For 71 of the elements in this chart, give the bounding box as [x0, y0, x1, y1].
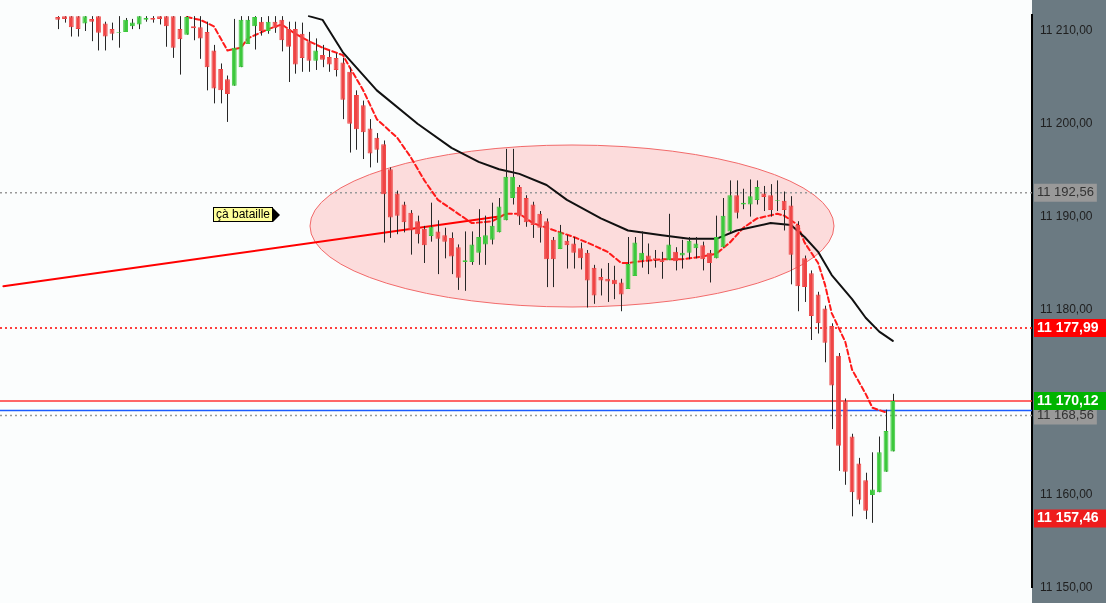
- candlestick: [197, 15, 203, 60]
- y-tick-label: 11 210,00: [1040, 23, 1093, 38]
- text: 11 157,46: [1037, 509, 1099, 526]
- y-tick-label: 11 160,00: [1040, 487, 1093, 502]
- candlestick: [449, 231, 454, 275]
- candlestick: [537, 210, 543, 244]
- y-tick-label: 11 180,00: [1040, 301, 1093, 316]
- candlestick: [659, 251, 665, 280]
- candlestick: [326, 49, 332, 73]
- candlestick: [313, 37, 319, 71]
- candlestick: [102, 21, 108, 51]
- candlestick: [333, 52, 339, 77]
- candlestick: [435, 219, 441, 275]
- candlestick: [306, 31, 312, 73]
- candlestick: [598, 268, 604, 296]
- candlestick: [673, 246, 678, 271]
- y-tick-label: 11 190,00: [1040, 208, 1093, 223]
- candlestick: [781, 191, 787, 232]
- candlestick: [618, 278, 624, 312]
- candlestick: [177, 15, 183, 76]
- candlestick: [686, 236, 692, 260]
- candlestick: [693, 236, 699, 259]
- candlestick: [469, 230, 475, 266]
- candlestick: [700, 241, 706, 271]
- text: 11 170,12: [1037, 391, 1099, 408]
- candlestick: [245, 15, 251, 45]
- candlestick: [394, 190, 400, 235]
- candlestick: [489, 202, 495, 245]
- ref-line-label: 11 168,56: [1037, 407, 1094, 423]
- ref-line-label: 11 192,56: [1037, 184, 1094, 200]
- candlestick: [374, 132, 380, 164]
- line-series: [185, 16, 888, 414]
- candlestick: [734, 179, 740, 219]
- candlestick: [96, 15, 101, 51]
- candlestick: [707, 249, 712, 283]
- y-tick-label: 11 200,00: [1040, 116, 1093, 131]
- candlestick: [666, 213, 672, 261]
- candlestick: [163, 15, 169, 48]
- candlestick: [225, 75, 230, 123]
- candlestick: [713, 215, 719, 259]
- candlestick: [483, 215, 488, 266]
- candlestick: [523, 194, 529, 228]
- y-tick-label: 11 150,00: [1040, 580, 1093, 595]
- ref-line-label: 11 177,99: [1037, 318, 1099, 335]
- candlestick: [679, 239, 685, 270]
- candlestick: [605, 262, 611, 303]
- candlestick: [89, 15, 95, 42]
- candlestick: [639, 230, 645, 269]
- candlestick: [408, 209, 414, 256]
- candlestick: [218, 62, 224, 104]
- candlestick: [279, 15, 285, 52]
- candlestick: [286, 21, 291, 83]
- candlestick: [550, 236, 556, 288]
- candlestick: [747, 178, 753, 218]
- candlestick: [299, 22, 305, 73]
- candlestick: [476, 208, 482, 266]
- candlestick: [578, 242, 583, 270]
- candlestick: [442, 227, 448, 259]
- candlestick: [768, 183, 774, 218]
- candlestick: [761, 185, 767, 212]
- candlestick: [252, 15, 258, 51]
- candlestick: [415, 215, 420, 244]
- candlestick: [428, 202, 434, 243]
- candlestick: [510, 148, 516, 206]
- candlestick: [421, 225, 427, 264]
- annotation: çà bataille: [213, 207, 274, 222]
- candlestick: [571, 236, 577, 270]
- candlestick: [320, 44, 325, 68]
- candlestick: [870, 451, 875, 524]
- candlestick: [557, 224, 563, 250]
- candlestick: [258, 16, 264, 37]
